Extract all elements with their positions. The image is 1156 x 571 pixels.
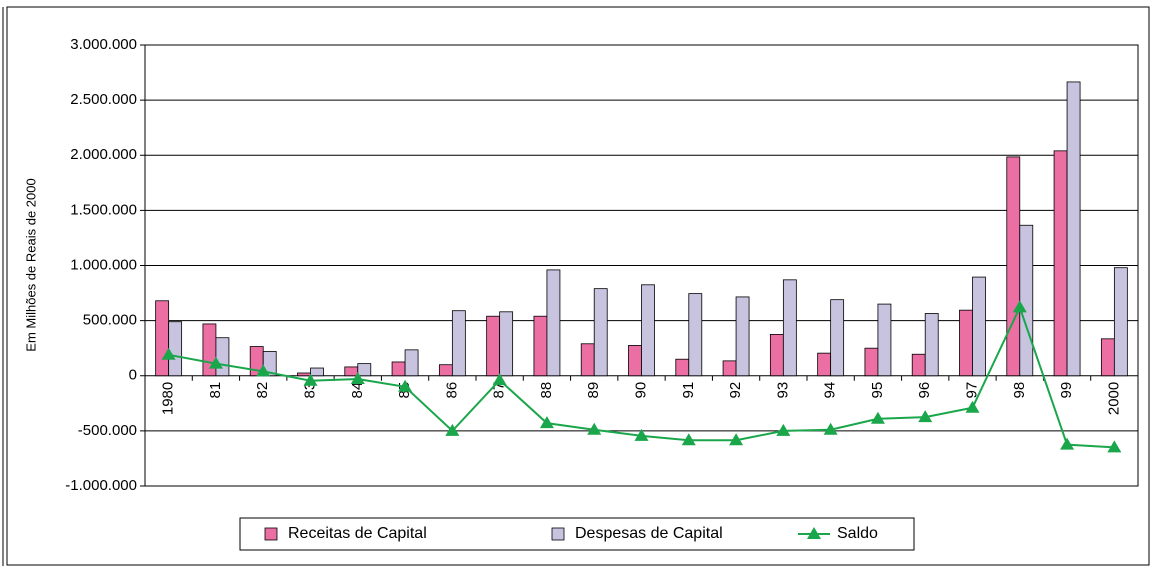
bar [769,334,784,377]
bar [215,337,230,377]
bar [628,345,642,377]
legend-label: Saldo [837,525,878,542]
y-tick-label: 2.000.000 [70,146,137,163]
marker [823,422,838,435]
bar [688,293,703,377]
marker [539,416,554,429]
bar [391,361,406,377]
bar [344,366,359,377]
bar [593,288,608,377]
bar [877,303,892,377]
bar [735,296,750,377]
x-tick-label: 84 [349,382,366,399]
x-tick-label: 96 [916,382,933,399]
legend-swatch [551,527,565,541]
bar [722,360,737,377]
bar [1100,338,1115,377]
bar [782,279,797,377]
x-tick-label: 89 [585,382,602,399]
plot-area [144,44,1139,487]
marker [776,423,791,436]
marker [681,433,696,446]
y-tick-label: -1.000.000 [65,477,137,494]
x-tick-label: 92 [727,382,744,399]
bar [357,363,372,377]
legend-marker [807,527,821,539]
bar [830,299,845,377]
marker [1107,440,1122,453]
marker [870,411,885,424]
y-tick-label: 2.500.000 [70,91,137,108]
marker [918,410,933,423]
x-tick-label: 94 [822,382,839,399]
y-axis-title: Em Milhões de Reais de 2000 [23,178,38,351]
x-tick-label: 83 [301,382,318,399]
marker [303,373,318,386]
bar [155,300,170,377]
x-tick-label: 95 [869,382,886,399]
x-tick-label: 82 [254,382,271,399]
legend-swatch [264,527,278,541]
bar [1053,150,1068,377]
y-tick-label: -500.000 [78,422,137,439]
bar [580,343,595,377]
legend-label: Despesas de Capital [575,525,723,542]
y-tick-label: 0 [129,367,137,384]
bar [310,367,324,377]
marker [729,433,744,446]
marker [587,422,602,435]
marker [350,372,365,385]
x-tick-label: 88 [538,382,555,399]
x-tick-label: 93 [774,382,791,399]
marker [965,400,980,413]
x-tick-label: 98 [1011,382,1028,399]
bar [1113,267,1128,377]
marker [161,347,176,360]
bar [1066,81,1081,377]
x-tick-label: 91 [680,382,697,399]
bar [1006,156,1021,377]
bar [297,372,311,377]
legend-label: Receitas de Capital [288,525,427,542]
y-tick-label: 1.000.000 [70,256,137,273]
x-tick-label: 97 [963,382,980,399]
marker [492,373,507,386]
bar [864,347,879,377]
y-tick-label: 1.500.000 [70,201,137,218]
marker [634,428,649,441]
bar [168,321,183,377]
x-tick-label: 81 [207,382,224,399]
bar [641,284,655,377]
marker [256,364,271,377]
bar [438,364,453,377]
bar [1019,224,1034,377]
bar [675,358,690,377]
marker [1012,300,1027,313]
bar [451,310,466,377]
x-tick-label: 86 [443,382,460,399]
bar [499,311,514,377]
bar [486,315,501,377]
bar [959,309,973,377]
marker [208,356,223,369]
x-tick-label: 2000 [1105,382,1122,415]
bar [972,276,986,377]
bar [911,353,926,377]
y-tick-label: 3.000.000 [70,36,137,53]
bar [817,352,832,377]
x-tick-label: 1980 [160,382,177,415]
bar [546,269,561,377]
bar [404,349,419,377]
y-tick-label: 500.000 [83,312,137,329]
marker [1060,437,1075,450]
x-tick-label: 90 [632,382,649,399]
x-tick-label: 99 [1058,382,1075,399]
bar [924,313,939,377]
marker [445,423,460,436]
marker [398,379,413,392]
bar [533,315,548,377]
